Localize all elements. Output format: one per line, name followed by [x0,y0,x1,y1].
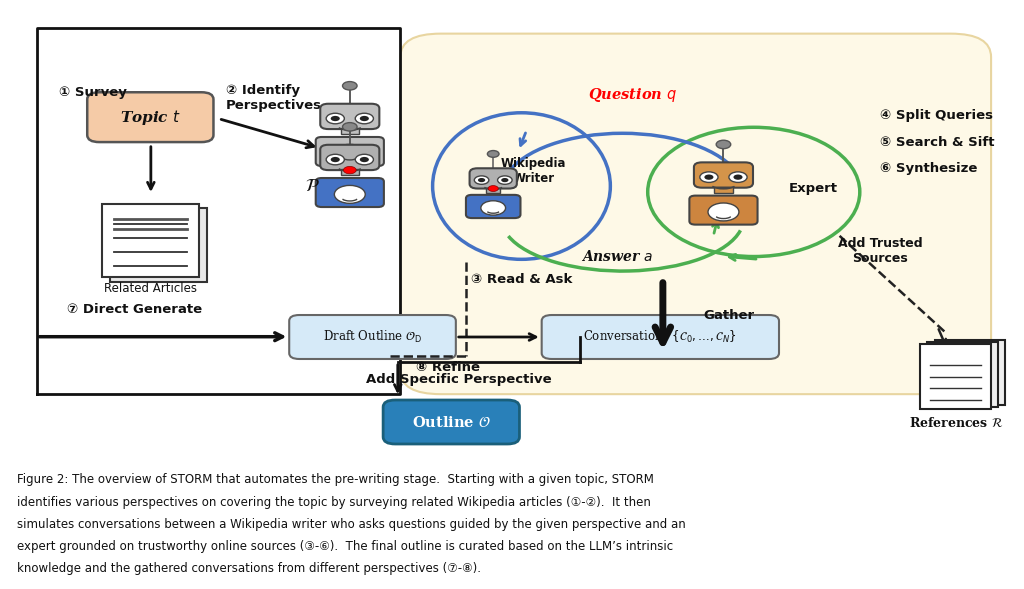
FancyBboxPatch shape [87,92,213,142]
FancyBboxPatch shape [321,145,379,170]
Bar [928,342,998,407]
Text: Add Specific Perspective: Add Specific Perspective [366,373,551,386]
Text: Wikipedia
Writer: Wikipedia Writer [501,157,566,186]
Bar [102,204,200,277]
Text: Conversations $\{\mathcal{C}_0,\ldots,\mathcal{C}_N\}$: Conversations $\{\mathcal{C}_0,\ldots,\m… [584,329,737,345]
Circle shape [488,186,499,191]
FancyBboxPatch shape [400,34,991,394]
FancyBboxPatch shape [470,168,517,188]
Circle shape [359,116,369,121]
Text: Question $q$: Question $q$ [588,86,677,104]
Text: ④ Split Queries: ④ Split Queries [880,109,993,122]
Circle shape [487,151,499,157]
Circle shape [343,82,357,90]
Circle shape [716,140,731,148]
Circle shape [729,172,748,183]
Circle shape [343,167,356,174]
FancyBboxPatch shape [289,315,456,359]
FancyBboxPatch shape [315,137,384,166]
Text: knowledge and the gathered conversations from different perspectives (⑦-⑧).: knowledge and the gathered conversations… [16,562,480,575]
Circle shape [498,176,512,184]
Text: expert grounded on trustworthy online sources (③-⑥).  The final outline is curat: expert grounded on trustworthy online so… [16,540,673,553]
Bar [341,128,358,134]
FancyBboxPatch shape [383,400,519,444]
Text: Outline $\mathcal{O}$: Outline $\mathcal{O}$ [412,415,490,429]
Text: Draft Outline $\mathcal{O}_{\rm D}$: Draft Outline $\mathcal{O}_{\rm D}$ [323,329,422,345]
Circle shape [708,203,739,221]
Bar [486,188,501,193]
FancyBboxPatch shape [694,163,753,188]
Circle shape [501,178,509,182]
Bar [715,187,732,193]
Text: Gather: Gather [703,309,755,322]
Bar [935,340,1006,405]
FancyBboxPatch shape [542,315,779,359]
Circle shape [355,154,374,165]
Text: Add Trusted
Sources: Add Trusted Sources [838,237,923,264]
Circle shape [331,116,340,121]
FancyBboxPatch shape [689,196,758,224]
Bar [921,345,991,409]
Circle shape [705,174,714,180]
Circle shape [327,113,344,124]
Circle shape [335,186,366,203]
Bar [111,209,208,282]
Text: ⑧ Refine: ⑧ Refine [416,361,480,374]
Text: $\mathcal{P}$: $\mathcal{P}$ [305,177,319,195]
Text: Topic $t$: Topic $t$ [120,108,181,127]
Text: ⑦ Direct Generate: ⑦ Direct Generate [67,303,202,316]
Circle shape [343,123,357,131]
Text: ③ Read & Ask: ③ Read & Ask [471,273,572,286]
Circle shape [733,174,742,180]
Text: simulates conversations between a Wikipedia writer who asks questions guided by : simulates conversations between a Wikipe… [16,518,685,531]
FancyBboxPatch shape [315,178,384,207]
Text: identifies various perspectives on covering the topic by surveying related Wikip: identifies various perspectives on cover… [16,495,650,508]
Circle shape [478,178,485,182]
Text: ① Survey: ① Survey [59,86,127,99]
Text: ② Identify
Perspectives: ② Identify Perspectives [225,84,322,112]
Text: ⑤ Search & Sift: ⑤ Search & Sift [880,135,994,148]
Text: Expert: Expert [790,183,838,196]
Circle shape [481,201,506,215]
Circle shape [474,176,488,184]
Circle shape [699,172,718,183]
Circle shape [327,154,344,165]
Circle shape [335,144,366,163]
Text: Figure 2: The overview of STORM that automates the pre-writing stage.  Starting : Figure 2: The overview of STORM that aut… [16,474,653,487]
Circle shape [355,113,374,124]
Bar [341,169,358,176]
Text: ⑥ Synthesize: ⑥ Synthesize [880,162,977,175]
Text: Related Articles: Related Articles [104,282,198,295]
Text: Answer $a$: Answer $a$ [582,249,653,264]
FancyBboxPatch shape [466,195,520,218]
Text: References $\mathcal{R}$: References $\mathcal{R}$ [908,416,1002,431]
Circle shape [331,157,340,162]
FancyBboxPatch shape [321,104,379,129]
Circle shape [359,157,369,162]
